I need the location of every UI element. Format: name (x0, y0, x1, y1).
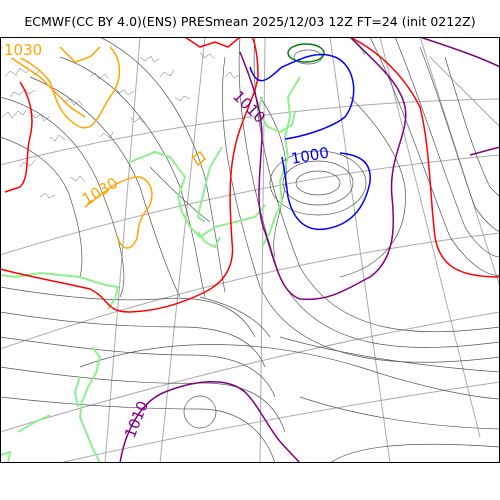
isobar-1000 (249, 53, 371, 230)
isobar-1020 (0, 37, 500, 313)
contour-label: 1030 (4, 41, 42, 59)
map-title: ECMWF(CC BY 4.0)(ENS) PRESmean 2025/12/0… (24, 14, 476, 29)
contour-label: 1010 (121, 398, 152, 440)
contour-labels: 1030 1010 1030 1000 1010 (2, 40, 330, 440)
map-canvas: 1030 1010 1030 1000 1010 (0, 37, 500, 463)
isobar-1030 (0, 46, 207, 249)
isobar-lines (0, 37, 500, 463)
graticule-lines (0, 37, 500, 463)
map-panel: 1030 1010 1030 1000 1010 (0, 37, 500, 463)
isobar-1040 (287, 43, 325, 63)
contour-label: 1030 (79, 174, 121, 209)
terrain-noise (1, 51, 241, 199)
isobar-1010 (119, 37, 500, 463)
contour-label: 1000 (290, 144, 331, 168)
